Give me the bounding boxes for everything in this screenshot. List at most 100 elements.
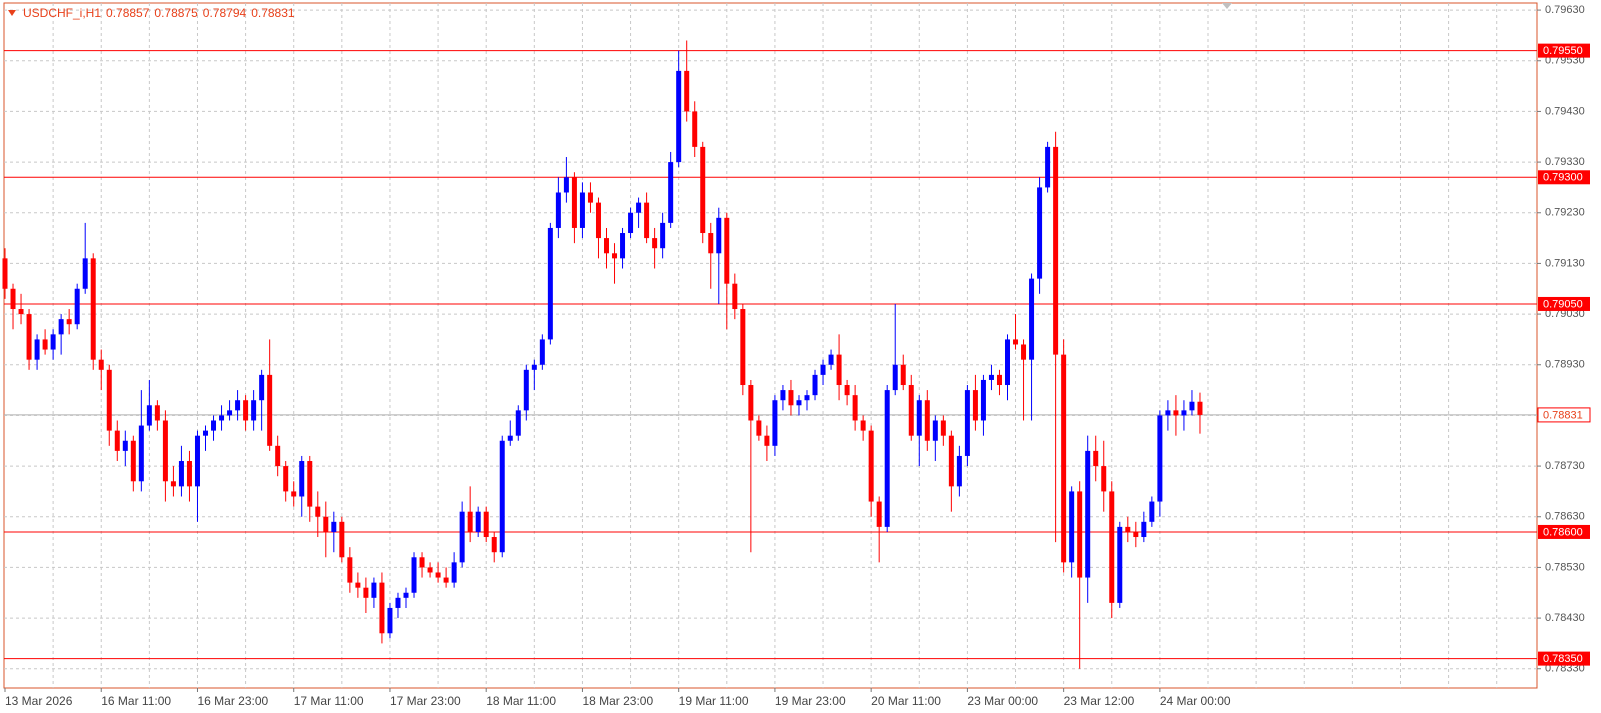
candle-body	[700, 146, 706, 234]
candle-body	[2, 258, 8, 289]
candle-body	[315, 506, 321, 517]
candle-body	[868, 430, 874, 502]
candle-body	[916, 400, 922, 436]
candle-body	[796, 400, 802, 406]
candle-body	[724, 217, 730, 284]
candle-body	[138, 425, 144, 482]
candle-body	[395, 597, 401, 608]
candle-body	[932, 420, 938, 441]
candle-body	[1077, 491, 1083, 578]
candle-body	[299, 461, 305, 497]
candle-body	[595, 202, 601, 239]
x-tick-label: 23 Mar 12:00	[1064, 694, 1135, 708]
candle-body	[884, 390, 890, 527]
y-tick-label: 0.78430	[1545, 612, 1585, 624]
candle-body	[451, 562, 457, 583]
candle-body	[90, 258, 96, 360]
y-tick-label: 0.78630	[1545, 511, 1585, 523]
level-label: 0.79050	[1543, 298, 1583, 310]
candle-body	[419, 557, 425, 568]
level-label-box	[1538, 43, 1590, 58]
shift-marker	[1222, 3, 1232, 9]
candle-body	[956, 455, 962, 487]
candle-body	[154, 405, 160, 421]
candle-body	[162, 420, 168, 482]
x-tick-label: 13 Mar 2026	[5, 694, 73, 708]
level-label: 0.78600	[1543, 526, 1583, 538]
candle-body	[628, 212, 634, 234]
candle-body	[82, 258, 88, 289]
candle-body	[1021, 344, 1027, 360]
y-tick-label: 0.79630	[1545, 4, 1585, 16]
candle-body	[267, 374, 273, 446]
candle-body	[243, 400, 249, 421]
candle-body	[1053, 146, 1059, 355]
candle-body	[1101, 466, 1107, 492]
candle-body	[1149, 501, 1155, 522]
candle-body	[379, 582, 385, 634]
candle-body	[924, 400, 930, 441]
candle-body	[427, 567, 433, 573]
candle-body	[876, 501, 882, 527]
level-label-box	[1538, 524, 1590, 539]
x-tick-label: 16 Mar 11:00	[101, 694, 171, 708]
candle-body	[227, 410, 233, 416]
candle-body	[732, 283, 738, 310]
candle-body	[948, 435, 954, 487]
chart-header: USDCHF_i,H1 0.78857 0.78875 0.78794 0.78…	[8, 6, 295, 20]
candle-body	[178, 461, 184, 487]
candle-body	[98, 359, 104, 370]
candle-body	[10, 288, 16, 310]
candle-body	[612, 253, 618, 259]
candle-body	[716, 217, 722, 254]
candle-body	[988, 374, 994, 380]
candle-body	[403, 592, 409, 598]
candle-body	[363, 587, 369, 598]
candle-body	[1133, 531, 1139, 538]
y-tick-label: 0.78530	[1545, 561, 1585, 573]
candle-body	[772, 400, 778, 446]
candle-body	[676, 70, 682, 163]
candle-body	[411, 557, 417, 593]
candle-body	[1189, 401, 1195, 411]
candle-body	[531, 364, 537, 370]
level-label-box	[1538, 651, 1590, 666]
candle-body	[122, 440, 128, 451]
candle-body	[852, 395, 858, 421]
candle-body	[844, 385, 850, 396]
candle-body	[788, 390, 794, 406]
x-tick-label: 16 Mar 23:00	[197, 694, 268, 708]
candle-body	[1029, 278, 1035, 360]
candle-body	[860, 420, 866, 431]
candle-body	[50, 334, 56, 350]
candle-body	[235, 400, 241, 411]
candle-body	[652, 238, 658, 249]
candle-body	[1197, 401, 1203, 415]
low-value: 0.78794	[202, 6, 247, 20]
candle-body	[18, 309, 24, 315]
y-tick-label: 0.79030	[1545, 308, 1585, 320]
candle-body	[764, 435, 770, 446]
candle-body	[644, 202, 650, 239]
close-value: 0.78831	[251, 6, 295, 20]
candle-body	[579, 192, 585, 228]
candle-body	[812, 374, 818, 396]
symbol-title: USDCHF_i,H1	[23, 6, 102, 20]
candle-body	[146, 405, 152, 426]
candle-body	[1085, 450, 1091, 578]
level-label: 0.79300	[1543, 172, 1583, 184]
current-price-label: 0.78831	[1543, 409, 1583, 421]
candle-body	[259, 374, 265, 401]
candle-body	[708, 233, 714, 254]
candle-body	[275, 445, 281, 467]
candle-body	[483, 511, 489, 538]
candle-body	[1005, 339, 1010, 386]
candle-body	[692, 111, 698, 147]
candle-body	[435, 572, 441, 578]
candle-body	[130, 440, 136, 482]
candle-body	[1069, 491, 1075, 563]
candle-body	[26, 314, 32, 360]
high-value: 0.78875	[154, 6, 198, 20]
candle-body	[170, 481, 176, 487]
